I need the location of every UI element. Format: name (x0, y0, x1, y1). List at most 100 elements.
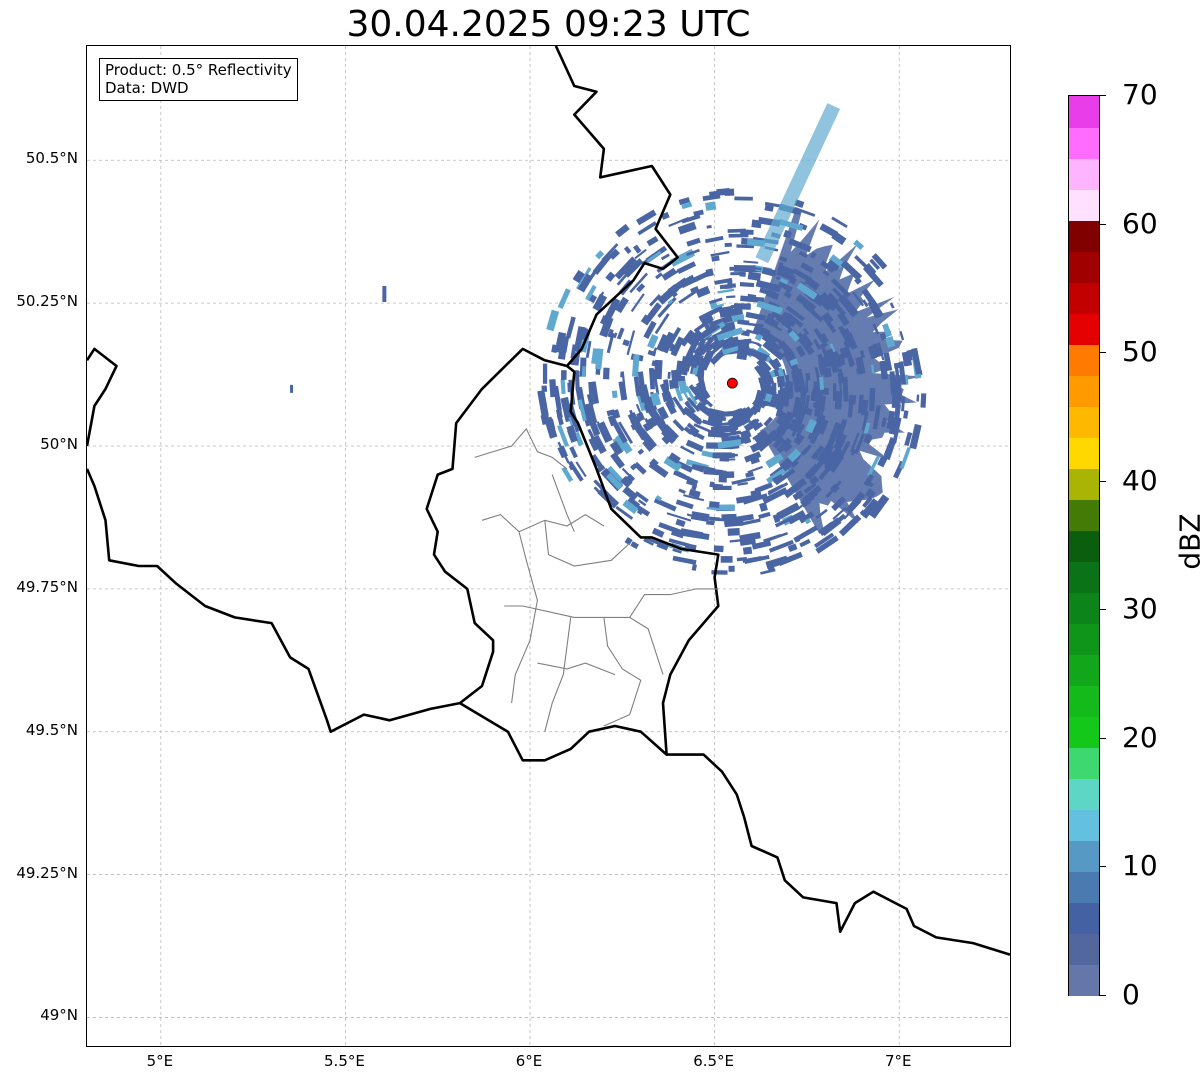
data-source-text: Data: DWD (105, 79, 189, 97)
precip-cell (783, 291, 792, 299)
map-panel[interactable]: Product: 0.5° Reflectivity Data: DWD (86, 45, 1011, 1047)
precip-cell (828, 254, 845, 269)
precip-cell (606, 472, 623, 490)
precip-cell (863, 473, 875, 487)
precip-cell (837, 311, 850, 327)
precip-cell (813, 292, 833, 312)
precip-cell (756, 300, 783, 315)
precipitation-echoes (290, 103, 927, 575)
precip-cell (798, 511, 815, 524)
precip-cell (868, 494, 890, 519)
precip-cell (559, 336, 570, 353)
country-borders (87, 46, 1010, 956)
info-box: Product: 0.5° Reflectivity Data: DWD (99, 58, 298, 101)
district-border-line (504, 605, 664, 675)
precip-cell (727, 513, 754, 524)
precip-cell (669, 343, 677, 353)
colorbar-segment (1069, 158, 1099, 190)
colorbar-tick-label: 60 (1122, 206, 1158, 240)
precip-cell (764, 204, 774, 212)
precip-cell (706, 520, 715, 526)
precip-cell (764, 393, 773, 403)
precip-cell (551, 344, 558, 353)
precip-cell (796, 282, 818, 300)
precip-cell (706, 225, 712, 229)
precip-cell (687, 397, 701, 412)
precip-cell (798, 250, 808, 259)
precip-cell (758, 511, 771, 519)
precip-cell (788, 238, 812, 253)
latitude-tick-label: 50°N (40, 435, 78, 453)
precip-cell (756, 342, 762, 348)
precip-cell (804, 394, 810, 409)
longitude-tick-label: 5°E (146, 1052, 174, 1070)
precip-cell (620, 371, 624, 378)
precip-cell (862, 264, 884, 288)
precip-cell (724, 188, 735, 196)
precip-cell (830, 483, 840, 494)
precip-cell (842, 376, 849, 402)
precip-cell (810, 448, 822, 460)
precip-cell (560, 370, 567, 380)
precip-cell (636, 209, 657, 226)
precip-cell (588, 381, 595, 394)
precip-cell (684, 336, 701, 362)
country-border-line (425, 347, 568, 705)
colorbar-segment (1069, 468, 1099, 500)
precip-cell (795, 423, 806, 437)
precip-cell (651, 360, 656, 367)
precip-cell (823, 447, 843, 472)
precip-cell (650, 392, 662, 407)
precip-cell (686, 353, 696, 367)
precip-cell (702, 419, 721, 429)
district-border-line (629, 588, 719, 618)
precip-cell (739, 531, 761, 542)
precip-cell (837, 373, 844, 384)
precip-cell (854, 433, 865, 455)
precip-cell (785, 286, 793, 294)
precip-cell (751, 540, 772, 550)
latitude-tick-label: 49°N (40, 1006, 78, 1025)
precip-cell (719, 307, 744, 318)
precip-cell (853, 239, 865, 251)
precip-cell (622, 485, 639, 501)
colorbar-segment (1069, 127, 1099, 159)
precip-cell (584, 264, 601, 286)
precip-cell (742, 493, 768, 505)
precip-cell (746, 238, 766, 247)
precip-cell (766, 312, 775, 321)
precip-cell (795, 345, 806, 358)
precip-cell (784, 386, 788, 400)
precip-cell (585, 284, 597, 301)
colorbar-segment (1069, 251, 1099, 283)
precip-cell (739, 518, 761, 526)
precip-cell (879, 360, 889, 380)
precip-cell (678, 488, 686, 494)
precip-cell (637, 221, 657, 236)
precip-cell (561, 466, 574, 483)
radar-map[interactable] (87, 46, 1010, 1046)
precip-cell (879, 332, 887, 341)
precip-cell (783, 229, 793, 239)
precip-cell (838, 325, 854, 349)
precip-cell (824, 318, 837, 334)
precip-cell (768, 539, 794, 553)
precip-cell (691, 484, 698, 491)
precip-cell (745, 471, 754, 478)
colorbar-tick-label: 10 (1122, 849, 1158, 883)
precip-cell (753, 431, 775, 451)
precip-cell (832, 507, 847, 520)
precip-cell (883, 443, 893, 457)
precip-cell (793, 433, 805, 446)
precip-cell (764, 316, 780, 329)
precip-cell (848, 394, 857, 405)
precip-cell (849, 432, 860, 453)
colorbar-tick-label: 30 (1122, 592, 1158, 626)
precip-cell (290, 384, 294, 393)
precip-cell (695, 401, 713, 417)
precip-cell (767, 482, 789, 496)
colorbar-segment (1069, 561, 1099, 593)
precip-cell (805, 418, 817, 434)
radar-site-marker[interactable] (726, 377, 738, 389)
precip-cell (861, 410, 869, 431)
